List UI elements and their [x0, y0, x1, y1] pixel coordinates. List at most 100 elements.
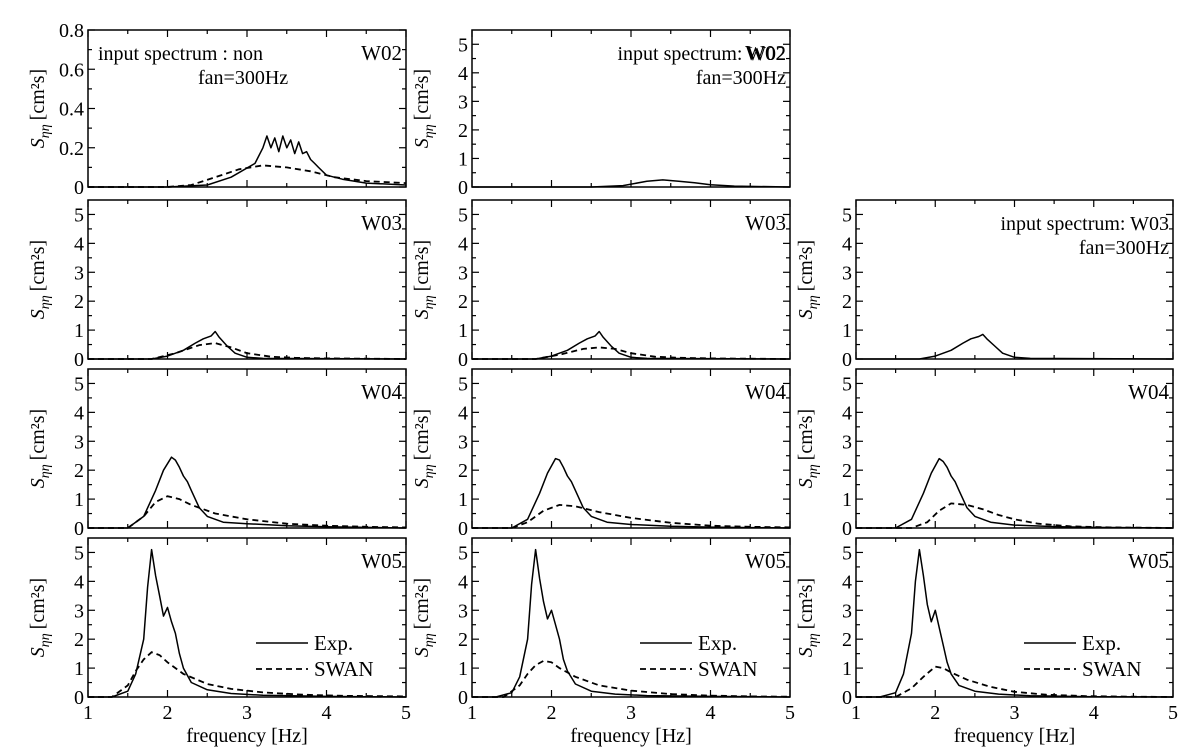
exp-series-line [88, 548, 407, 698]
y-tick-label: 3 [458, 262, 468, 284]
panel-w04-col2: 0 1 2 3 4 5 Sηη [cm²s] W04 [411, 368, 791, 540]
y-axis-label: Sηη [cm²s] [27, 69, 53, 148]
y-tick-label: 0 [74, 349, 84, 371]
y-axis-subscript: ηη [38, 124, 53, 138]
y-tick-label: 4 [842, 571, 852, 593]
y-tick-label: 0 [74, 518, 84, 540]
y-axis-label: Sηη [cm²s] [795, 578, 821, 657]
y-axis-subscript: ηη [422, 295, 437, 309]
y-tick-label: 3 [458, 91, 468, 113]
y-tick-label: 0 [842, 687, 852, 709]
y-axis-symbol: S [27, 138, 49, 148]
x-tick-label: 4 [322, 702, 332, 724]
x-tick-label: 4 [1089, 702, 1099, 724]
panel-input-col3: 0 1 2 3 4 5 Sηη [cm²s] input spectrum: W03fan=30… [795, 199, 1174, 371]
swan-series-line [856, 502, 1174, 529]
y-tick-label: 2 [458, 460, 468, 482]
y-axis-unit: [cm²s] [411, 240, 433, 292]
station-label: W03 [745, 211, 786, 235]
y-tick-label: 5 [842, 204, 852, 226]
y-axis-symbol: S [27, 309, 49, 319]
x-axis-label: frequency [Hz] [186, 725, 308, 747]
x-tick-label: 3 [1010, 702, 1020, 724]
y-tick-label: 4 [458, 571, 468, 593]
y-tick-label: 2 [842, 629, 852, 651]
x-axis-label: frequency [Hz] [954, 725, 1076, 747]
panel-w03-col2: 0 1 2 3 4 5 Sηη [cm²s] W03 [411, 199, 791, 371]
station-label: W03 [361, 211, 402, 235]
y-tick-label: 3 [842, 600, 852, 622]
panel-w02-col1: 0 0.2 0.4 0.6 0.8 Sηη [cm²s] W02 input spectrum … [27, 20, 407, 199]
x-tick-label: 3 [242, 702, 252, 724]
legend-exp-label: Exp. [1082, 631, 1121, 655]
x-tick-label: 2 [547, 702, 557, 724]
annotation-line: input spectrum: W02 [618, 43, 787, 65]
y-tick-label: 3 [458, 431, 468, 453]
station-label: W02 [361, 41, 402, 65]
y-tick-label: 1 [842, 658, 852, 680]
y-axis-symbol: S [27, 647, 49, 657]
y-axis-label: Sηη [cm²s] [27, 409, 53, 488]
y-axis-unit: [cm²s] [411, 409, 433, 461]
y-tick-label: 3 [842, 431, 852, 453]
swan-series-line [472, 346, 791, 360]
y-tick-label: 3 [842, 262, 852, 284]
station-label: W04 [361, 380, 402, 404]
y-axis-symbol: S [795, 478, 817, 488]
y-tick-label: 2 [74, 460, 84, 482]
y-tick-label: 5 [458, 34, 468, 56]
x-axis-label: frequency [Hz] [570, 725, 692, 747]
station-label: W04 [745, 380, 786, 404]
y-tick-label: 4 [458, 233, 468, 255]
y-tick-label: 2 [458, 120, 468, 142]
annotation-line: input spectrum: W03 [1001, 213, 1170, 235]
swan-series-line [856, 665, 1174, 698]
y-tick-label: 0.4 [59, 99, 84, 121]
station-label: W04 [1128, 380, 1169, 404]
legend-swan-label: SWAN [1082, 657, 1142, 681]
exp-series-line [856, 333, 1174, 360]
y-tick-label: 1 [842, 489, 852, 511]
y-tick-label: 0 [458, 349, 468, 371]
plot-frame [87, 368, 407, 529]
plot-frame [855, 368, 1174, 529]
x-tick-label: 4 [706, 702, 716, 724]
plot-frame [471, 368, 791, 529]
y-tick-label: 2 [458, 291, 468, 313]
y-tick-label: 3 [74, 262, 84, 284]
y-axis-subscript: ηη [806, 633, 821, 647]
y-axis-unit: [cm²s] [411, 578, 433, 630]
y-tick-label: 1 [74, 489, 84, 511]
y-axis-subscript: ηη [422, 633, 437, 647]
y-tick-label: 2 [74, 629, 84, 651]
exp-series-line [856, 548, 1174, 698]
y-axis-symbol: S [27, 478, 49, 488]
x-tick-label: 5 [1168, 702, 1178, 724]
panel-w04-col1: 0 1 2 3 4 5 Sηη [cm²s] W04 [27, 368, 407, 540]
y-axis-subscript: ηη [806, 464, 821, 478]
y-tick-label: 5 [842, 542, 852, 564]
x-tick-label: 3 [626, 702, 636, 724]
y-axis-subscript: ηη [806, 295, 821, 309]
y-tick-label: 0 [74, 177, 84, 199]
y-axis-unit: [cm²s] [27, 578, 49, 630]
y-axis-label: Sηη [cm²s] [27, 240, 53, 319]
y-tick-label: 0 [458, 177, 468, 199]
legend-exp-label: Exp. [314, 631, 353, 655]
annotation-line: fan=300Hz [198, 67, 288, 89]
plot-frame [87, 199, 407, 360]
y-axis-subscript: ηη [422, 464, 437, 478]
annotation-line: fan=300Hz [1079, 237, 1169, 259]
y-tick-label: 0.6 [59, 59, 84, 81]
y-tick-label: 2 [74, 291, 84, 313]
y-tick-label: 4 [458, 63, 468, 85]
legend-swan-label: SWAN [314, 657, 374, 681]
exp-series-line [472, 548, 791, 698]
y-tick-label: 1 [458, 320, 468, 342]
exp-series-line [472, 179, 791, 188]
x-tick-label: 1 [83, 702, 93, 724]
